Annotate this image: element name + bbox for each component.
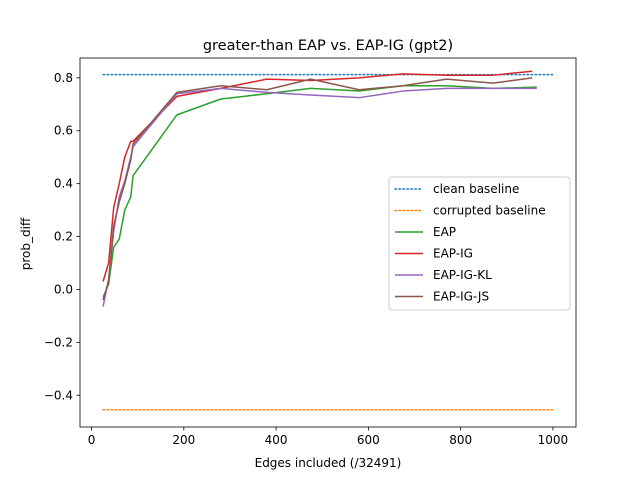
legend-box: [388, 176, 571, 311]
legend-label: EAP: [433, 225, 456, 239]
legend-label: corrupted baseline: [433, 204, 546, 218]
axes-frame: [79, 57, 577, 428]
x-tick-label: 400: [265, 433, 288, 447]
legend-label: EAP-IG-JS: [433, 290, 489, 304]
legend-label: EAP-IG-KL: [433, 268, 492, 282]
y-tick-label: −0.2: [44, 335, 73, 349]
y-tick-label: 0.6: [54, 124, 73, 138]
y-tick-label: 0.8: [54, 71, 73, 85]
x-axis-label: Edges included (/32491): [255, 456, 402, 470]
legend-label: EAP-IG: [433, 247, 473, 261]
legend-label: clean baseline: [433, 182, 519, 196]
series-line-eap: [102, 85, 537, 298]
y-tick-label: 0.2: [54, 230, 73, 244]
x-tick-label: 200: [172, 433, 195, 447]
x-tick-label: 0: [88, 433, 96, 447]
chart-title: greater-than EAP vs. EAP-IG (gpt2): [203, 38, 453, 54]
series-line-eap-ig-js: [102, 77, 533, 301]
y-tick-label: −0.4: [44, 388, 73, 402]
y-axis-label: prob_diff: [19, 217, 33, 270]
x-tick-label: 800: [449, 433, 472, 447]
y-tick-label: 0.4: [54, 177, 73, 191]
legend: clean baseline corrupted baseline EAP EAP-I…: [388, 176, 571, 311]
plot-area: 0 200 400 600 800 1000 −0.4 −0.2 0.0 0.2 0.4 0.6 0.8: [44, 57, 577, 447]
y-tick-label: 0.0: [54, 282, 73, 296]
series-line-eap-ig: [102, 70, 533, 282]
x-tick-label: 600: [357, 433, 380, 447]
x-tick-label: 1000: [538, 433, 569, 447]
